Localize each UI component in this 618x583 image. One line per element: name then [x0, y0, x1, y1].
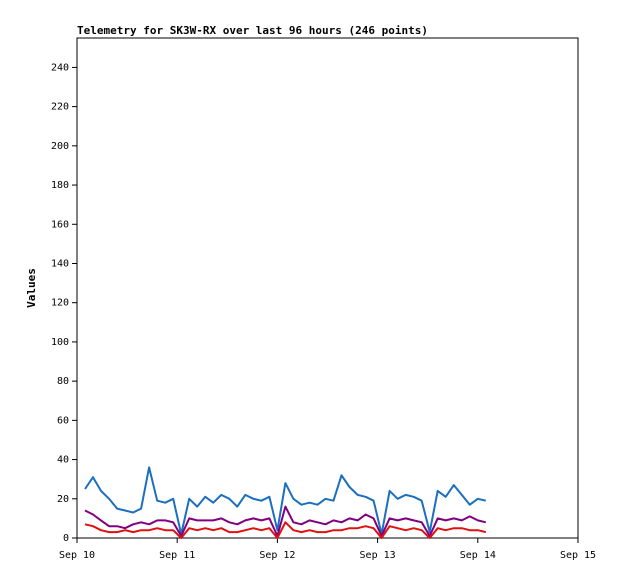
plot-frame [76, 37, 579, 539]
y-axis-label: Values [25, 268, 38, 308]
y-tick-label: 80 [57, 376, 69, 387]
y-tick-label: 0 [63, 533, 69, 544]
x-tick-label: Sep 14 [460, 550, 496, 561]
x-tick-label: Sep 15 [560, 550, 596, 561]
y-tick-label: 120 [51, 298, 69, 309]
y-tick-label: 140 [51, 258, 69, 269]
chart-title: Telemetry for SK3W-RX over last 96 hours… [77, 24, 428, 37]
y-tick-label: 180 [51, 180, 69, 191]
y-tick-label: 220 [51, 102, 69, 113]
y-tick-label: 160 [51, 219, 69, 230]
series-line [84, 505, 487, 537]
y-tick-label: 240 [51, 62, 69, 73]
y-tick-label: 40 [57, 455, 69, 466]
x-tick-label: Sep 10 [59, 550, 95, 561]
y-tick-label: 60 [57, 415, 69, 426]
x-tick-label: Sep 11 [159, 550, 195, 561]
y-tick-label: 100 [51, 337, 69, 348]
y-tick-label: 20 [57, 494, 69, 505]
x-tick-label: Sep 12 [259, 550, 295, 561]
series-line [84, 466, 487, 536]
series-line [84, 521, 487, 539]
x-tick-label: Sep 13 [360, 550, 396, 561]
y-tick-label: 200 [51, 141, 69, 152]
